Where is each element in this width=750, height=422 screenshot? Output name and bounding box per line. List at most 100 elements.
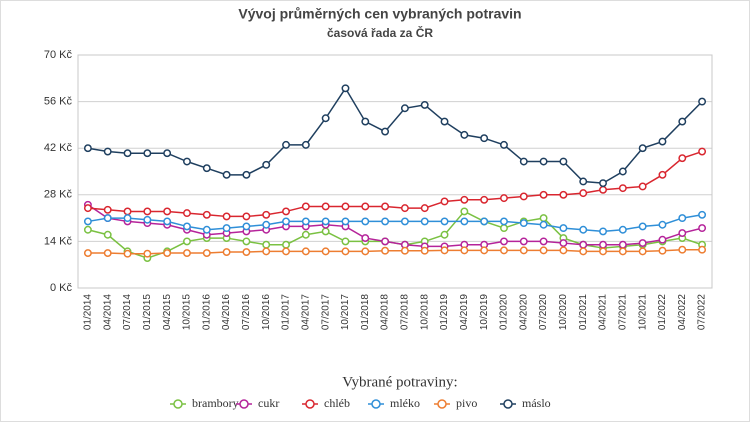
point [103,230,112,239]
point [618,184,627,193]
point [183,209,191,218]
point [83,249,92,258]
point [83,225,92,234]
x-tick-label: 07/2017 [320,294,331,331]
point [381,246,390,255]
point [222,170,231,179]
x-tick-label: 04/2022 [677,294,688,331]
y-tick-label: 42 Kč [44,142,73,154]
point [183,237,191,246]
x-tick-label: 01/2014 [83,294,94,331]
point [202,164,211,173]
point [202,249,211,258]
point [599,247,607,256]
point [539,220,548,229]
point [183,222,191,231]
chart-title: Vývoj průměrných cen vybraných potravin [238,6,521,22]
point [361,217,370,226]
x-tick-label: 01/2016 [201,294,212,331]
point [143,215,152,224]
point [341,84,350,93]
point [242,212,251,221]
point [579,247,588,256]
point [698,210,707,219]
point [400,104,409,113]
point [321,217,330,226]
x-tick-label: 01/2015 [142,294,153,331]
x-tick-label: 04/2021 [598,294,609,331]
x-tick-label: 10/2016 [261,294,272,331]
x-tick-label: 07/2021 [617,294,628,331]
legend-label: brambory [192,396,239,410]
point [163,249,172,258]
point [618,225,627,234]
legend-marker [305,399,315,409]
point [301,140,310,149]
x-tick-label: 04/2019 [459,294,470,331]
point [420,100,429,109]
point [361,202,370,211]
point [341,247,350,256]
point [262,247,271,256]
point [480,246,489,255]
point [301,247,310,256]
legend-marker [371,399,381,409]
x-tick-label: 10/2015 [182,294,193,331]
point [400,217,409,226]
point [321,202,330,211]
point [163,217,172,226]
point [618,167,627,176]
chart-subtitle: časová řada za ČR [327,25,433,40]
point [301,230,310,239]
point [599,227,607,236]
x-tick-label: 01/2022 [657,294,668,331]
x-tick-label: 10/2019 [479,294,490,331]
x-tick-label: 10/2021 [637,294,648,331]
point [678,117,687,126]
point [539,246,548,255]
point [678,214,687,223]
point [222,248,231,257]
legend-label: mléko [390,396,420,410]
point [420,217,429,226]
point [559,157,568,166]
point [420,246,429,255]
legend-marker [173,399,183,409]
plot-border [77,54,713,289]
point [460,217,469,226]
point [440,230,449,239]
point [282,207,290,216]
point [698,224,707,233]
point [202,225,211,234]
point [103,249,112,258]
x-tick-label: 10/2017 [340,294,351,331]
point [519,192,528,201]
point [103,147,112,156]
point [341,237,350,246]
x-tick-label: 01/2017 [281,294,292,331]
legend-title: Vybrané potraviny: [342,374,457,390]
point [559,246,568,255]
point [400,204,409,213]
point [460,195,469,204]
point [658,246,667,255]
point [638,222,647,231]
point [599,240,607,249]
point [183,157,191,166]
point [500,140,508,149]
legend-marker [437,399,447,409]
point [579,189,588,198]
point [282,247,290,256]
point [321,227,330,236]
point [143,149,152,158]
point [361,247,370,256]
point [440,197,449,206]
point [579,177,588,186]
legend-marker [503,399,513,409]
point [539,214,548,223]
point [539,237,548,246]
point [440,217,449,226]
point [301,202,310,211]
point [519,219,528,228]
